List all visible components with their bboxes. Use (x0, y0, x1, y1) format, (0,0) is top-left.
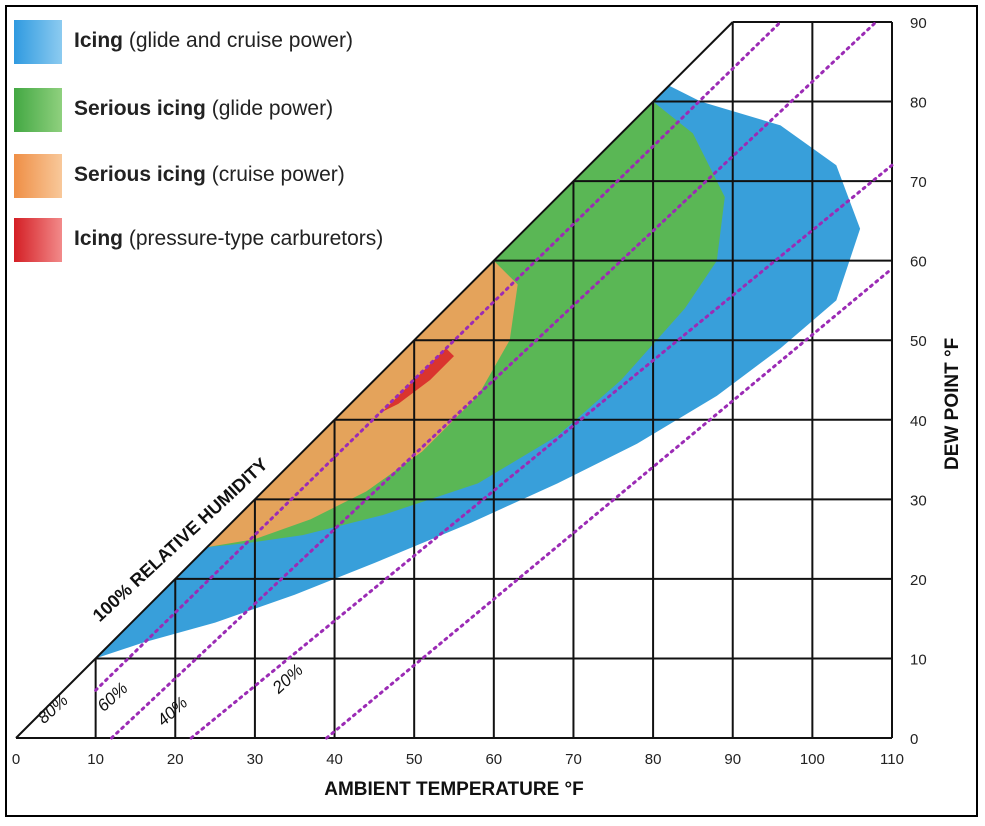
legend-item-icing-pressure-carb: Icing (pressure-type carburetors) (14, 218, 474, 262)
x-tick-label: 60 (485, 751, 502, 768)
x-tick-label: 50 (406, 751, 423, 768)
y-tick-label: 90 (910, 15, 927, 32)
x-tick-label: 110 (880, 751, 904, 768)
legend-label: Serious icing (glide power) (74, 97, 334, 120)
x-axis-title: AMBIENT TEMPERATURE °F (324, 779, 584, 800)
region-icing-pressure-carb (382, 348, 454, 412)
x-tick-label: 20 (167, 751, 184, 768)
y-tick-label: 20 (910, 572, 927, 589)
legend-swatch-orange (14, 154, 62, 198)
y-axis-title: DEW POINT °F (942, 338, 963, 470)
legend-item-serious-icing-glide: Serious icing (glide power) (14, 88, 474, 132)
x-tick-label: 0 (12, 751, 20, 768)
rh-label-20: 20% (268, 660, 307, 698)
y-tick-label: 40 (910, 413, 927, 430)
saturation-line (15, 21, 734, 739)
y-tick-label: 60 (910, 254, 927, 271)
rh-line-60 (110, 20, 878, 740)
y-tick-label: 10 (910, 651, 927, 668)
rh-label-60: 60% (94, 679, 132, 716)
legend-swatch-blue (14, 20, 62, 64)
legend-label: Serious icing (cruise power) (74, 163, 345, 186)
legend-item-icing-glide-cruise: Icing (glide and cruise power) (14, 20, 474, 64)
x-tick-label: 100 (800, 751, 825, 768)
x-tick-label: 10 (87, 751, 104, 768)
x-tick-label: 40 (326, 751, 343, 768)
rh-label-40: 40% (153, 693, 191, 730)
x-tick-label: 80 (645, 751, 662, 768)
y-tick-label: 80 (910, 95, 927, 112)
y-tick-label: 70 (910, 174, 927, 191)
rh-line-20 (325, 267, 894, 740)
rh-line-80 (94, 20, 783, 692)
y-tick-label: 50 (910, 333, 927, 350)
y-tick-label: 0 (910, 731, 918, 748)
region-serious-icing-cruise (207, 260, 518, 548)
x-tick-label: 70 (565, 751, 582, 768)
legend-swatch-red (14, 218, 62, 262)
legend-swatch-green (14, 88, 62, 132)
x-tick-label: 30 (247, 751, 264, 768)
legend-item-serious-icing-cruise: Serious icing (cruise power) (14, 154, 474, 198)
legend-label: Icing (pressure-type carburetors) (74, 227, 384, 250)
x-tick-label: 90 (724, 751, 741, 768)
y-tick-label: 30 (910, 492, 927, 509)
legend-label: Icing (glide and cruise power) (74, 29, 353, 52)
